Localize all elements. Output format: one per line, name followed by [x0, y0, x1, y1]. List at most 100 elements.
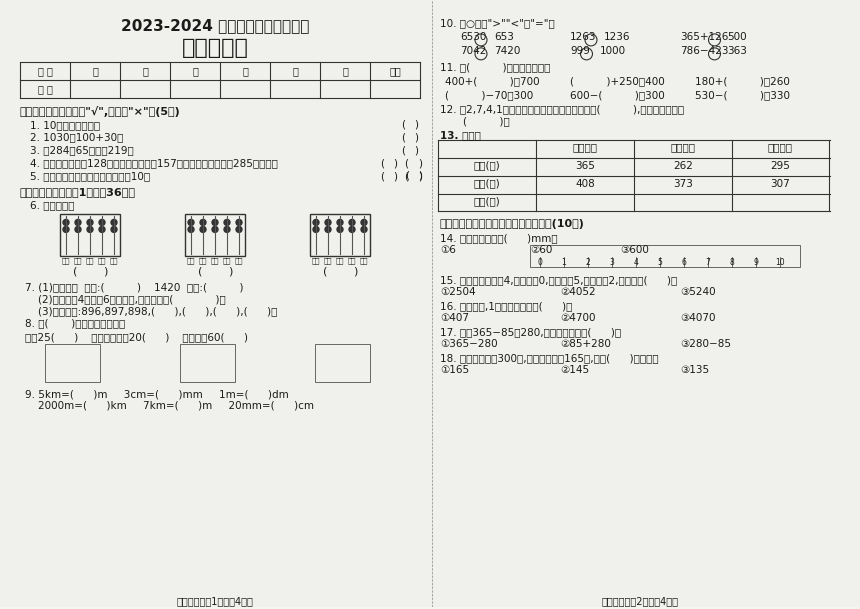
Circle shape: [313, 227, 319, 233]
Text: 7: 7: [705, 258, 710, 267]
Circle shape: [337, 227, 343, 233]
Text: ): ): [418, 171, 422, 181]
Text: 二: 二: [142, 66, 148, 76]
Text: 12. 用2,7,4,1这四个数字组成的最大的四位数是(          ),最小的四位数是: 12. 用2,7,4,1这四个数字组成的最大的四位数是( ),最小的四位数是: [440, 104, 684, 114]
Text: (: (: [322, 266, 327, 276]
Text: 6: 6: [682, 258, 686, 267]
Text: 653: 653: [494, 32, 514, 42]
Text: 得 分: 得 分: [38, 84, 52, 94]
Text: ): ): [414, 133, 418, 143]
Text: 个位: 个位: [235, 258, 243, 264]
Text: 合计(人): 合计(人): [474, 197, 501, 206]
Bar: [185, 214, 245, 256]
Text: 365: 365: [575, 161, 595, 171]
Text: ): ): [418, 158, 422, 169]
Text: 长约25(      )    故事书厚度约20(      )    每时约行60(      ): 长约25( ) 故事书厚度约20( ) 每时约行60( ): [25, 332, 248, 342]
Circle shape: [212, 219, 218, 225]
Text: ): ): [414, 120, 418, 130]
Text: 四: 四: [242, 66, 248, 76]
Circle shape: [200, 219, 206, 225]
Text: 一: 一: [92, 66, 98, 76]
Text: 16. 下面数中,1个零都不读的是(      )。: 16. 下面数中,1个零都不读的是( )。: [440, 301, 573, 311]
Text: 十位: 十位: [223, 258, 231, 264]
Text: 18. 一本故事书共300页,小华已经看了165页,还有(      )页没看。: 18. 一本故事书共300页,小华已经看了165页,还有( )页没看。: [440, 353, 659, 363]
Text: ②85+280: ②85+280: [560, 339, 611, 349]
Text: 180+(          )＝260: 180+( )＝260: [695, 76, 789, 86]
Text: 千位: 千位: [323, 258, 332, 264]
Text: ): ): [393, 158, 397, 169]
Text: 总分: 总分: [389, 66, 401, 76]
Text: 2. 1030＝100+30。: 2. 1030＝100+30。: [30, 133, 123, 143]
Text: 600−(          )＝300: 600−( )＝300: [570, 90, 665, 100]
Text: (2)一个数由4个千和6个十组成,这个数写作(             )。: (2)一个数由4个千和6个十组成,这个数写作( )。: [25, 294, 225, 304]
Text: 1000: 1000: [599, 46, 625, 56]
Text: 8. 在(       )里填适当的单位。: 8. 在( )里填适当的单位。: [25, 318, 126, 328]
Text: 14. 右图中的彩笔长(      )mm。: 14. 右图中的彩笔长( )mm。: [440, 233, 557, 244]
Text: 六: 六: [342, 66, 348, 76]
Text: (: (: [405, 171, 409, 181]
Text: 二年级数学: 二年级数学: [181, 38, 249, 58]
Text: (          )−70＝300: ( )−70＝300: [445, 90, 533, 100]
Bar: [45, 344, 100, 382]
Text: 373: 373: [673, 178, 693, 189]
Text: (: (: [401, 133, 405, 143]
Text: 5: 5: [658, 258, 662, 267]
Text: (: (: [380, 158, 384, 169]
Text: ): ): [228, 266, 232, 276]
Text: 3: 3: [610, 258, 614, 267]
Text: 和平小学: 和平小学: [768, 143, 793, 153]
Text: ③280−85: ③280−85: [680, 339, 731, 349]
Text: 百位: 百位: [211, 258, 219, 264]
Text: 17. 计算365−85＝280,验算不正确的是(      )。: 17. 计算365−85＝280,验算不正确的是( )。: [440, 327, 621, 337]
Circle shape: [200, 227, 206, 233]
Text: 百位: 百位: [86, 258, 95, 264]
Text: 丰收小学: 丰收小学: [573, 143, 598, 153]
Text: ①6: ①6: [440, 245, 456, 255]
Text: 千位: 千位: [199, 258, 207, 264]
Circle shape: [349, 219, 355, 225]
Circle shape: [75, 219, 81, 225]
Text: 女生(人): 女生(人): [474, 178, 501, 189]
Text: 1263: 1263: [570, 32, 597, 42]
Text: ①365−280: ①365−280: [440, 339, 498, 349]
Circle shape: [63, 219, 69, 225]
Text: 530−(          )＝330: 530−( )＝330: [695, 90, 790, 100]
Text: 8: 8: [729, 258, 734, 267]
Bar: [60, 214, 120, 256]
Circle shape: [99, 219, 105, 225]
Circle shape: [224, 227, 230, 233]
Text: 个位: 个位: [359, 258, 368, 264]
Text: 育才小学: 育才小学: [671, 143, 696, 153]
Text: 三、选一选。（只填正确答案的序号）(10分): 三、选一选。（只填正确答案的序号）(10分): [440, 219, 585, 230]
Circle shape: [325, 227, 331, 233]
Circle shape: [188, 227, 194, 233]
Bar: [530, 245, 800, 267]
Text: (3)依次写数:896,897,898,(      ),(      ),(      ),(      )。: (3)依次写数:896,897,898,( ),( ),( ),( )。: [25, 306, 278, 316]
Text: ): ): [393, 172, 397, 181]
Text: 6. 看图写数。: 6. 看图写数。: [30, 200, 75, 211]
Text: 二年级数学第2页（共4页）: 二年级数学第2页（共4页）: [601, 596, 679, 607]
Text: (: (: [401, 120, 405, 130]
Circle shape: [349, 227, 355, 233]
Text: 个位: 个位: [110, 258, 119, 264]
Text: ③5240: ③5240: [680, 287, 716, 297]
Text: ①165: ①165: [440, 365, 469, 375]
Circle shape: [111, 219, 117, 225]
Text: 男生(人): 男生(人): [474, 161, 501, 171]
Text: 408: 408: [575, 178, 595, 189]
Circle shape: [325, 219, 331, 225]
Text: ②145: ②145: [560, 365, 589, 375]
Text: 6530: 6530: [460, 32, 487, 42]
Text: 295: 295: [771, 161, 790, 171]
Text: 万位: 万位: [187, 258, 195, 264]
Text: 262: 262: [673, 161, 693, 171]
Text: (: (: [404, 158, 408, 169]
Text: 500: 500: [728, 32, 747, 42]
Text: 9. 5km=(      )m     3cm=(      )mm     1m=(      )dm: 9. 5km=( )m 3cm=( )mm 1m=( )dm: [25, 389, 289, 399]
Text: 786−423: 786−423: [680, 46, 728, 56]
Circle shape: [361, 227, 367, 233]
Text: 二、填一填。（每空1分，共36分）: 二、填一填。（每空1分，共36分）: [20, 186, 136, 197]
Text: ): ): [103, 266, 108, 276]
Text: 999: 999: [570, 46, 590, 56]
Text: (: (: [404, 172, 408, 181]
